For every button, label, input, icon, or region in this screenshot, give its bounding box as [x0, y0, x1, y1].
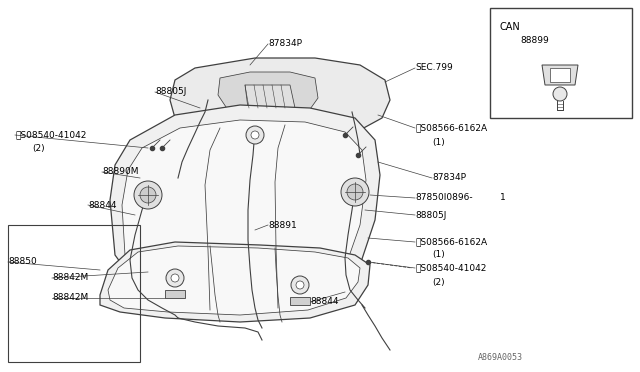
Text: 88842M: 88842M	[52, 294, 88, 302]
Text: 88805J: 88805J	[155, 87, 186, 96]
Text: 87834P: 87834P	[268, 39, 302, 48]
Text: ⓈS08540-41042: ⓈS08540-41042	[415, 263, 486, 273]
Circle shape	[140, 187, 156, 203]
Circle shape	[134, 181, 162, 209]
Circle shape	[553, 87, 567, 101]
Text: 88844: 88844	[88, 201, 116, 209]
Circle shape	[166, 269, 184, 287]
Text: 88891: 88891	[268, 221, 297, 230]
Circle shape	[347, 184, 363, 200]
Text: ⓈS08566-6162A: ⓈS08566-6162A	[415, 237, 487, 247]
Text: 88805J: 88805J	[415, 211, 446, 219]
Text: SEC.799: SEC.799	[415, 64, 452, 73]
Circle shape	[171, 274, 179, 282]
Text: 1: 1	[500, 193, 506, 202]
Text: (1): (1)	[432, 138, 445, 147]
Text: 88899: 88899	[520, 36, 548, 45]
Text: 88890M: 88890M	[102, 167, 138, 176]
Bar	[8, 225, 140, 362]
Polygon shape	[542, 65, 578, 85]
Polygon shape	[218, 72, 318, 118]
Text: ⓈS08540-41042: ⓈS08540-41042	[15, 131, 86, 140]
Text: (1): (1)	[432, 250, 445, 260]
Polygon shape	[290, 297, 310, 305]
Text: 88850: 88850	[8, 257, 36, 266]
Text: A869A0053: A869A0053	[478, 353, 523, 362]
Polygon shape	[110, 105, 380, 315]
Circle shape	[341, 178, 369, 206]
Polygon shape	[170, 58, 390, 135]
Circle shape	[246, 126, 264, 144]
Text: (2): (2)	[432, 278, 445, 286]
Polygon shape	[100, 242, 370, 322]
Text: 87850I0896-: 87850I0896-	[415, 193, 472, 202]
Circle shape	[296, 281, 304, 289]
Bar	[490, 8, 632, 118]
Circle shape	[291, 276, 309, 294]
Text: (2): (2)	[32, 144, 45, 153]
Polygon shape	[108, 246, 360, 315]
Circle shape	[251, 131, 259, 139]
Text: 88844: 88844	[310, 298, 339, 307]
Text: ⓈS08566-6162A: ⓈS08566-6162A	[415, 124, 487, 132]
Polygon shape	[165, 290, 185, 298]
Polygon shape	[550, 68, 570, 82]
Text: CAN: CAN	[500, 22, 521, 32]
Text: 87834P: 87834P	[432, 173, 466, 183]
Text: 88842M: 88842M	[52, 273, 88, 282]
Polygon shape	[122, 120, 366, 308]
Polygon shape	[245, 85, 295, 108]
